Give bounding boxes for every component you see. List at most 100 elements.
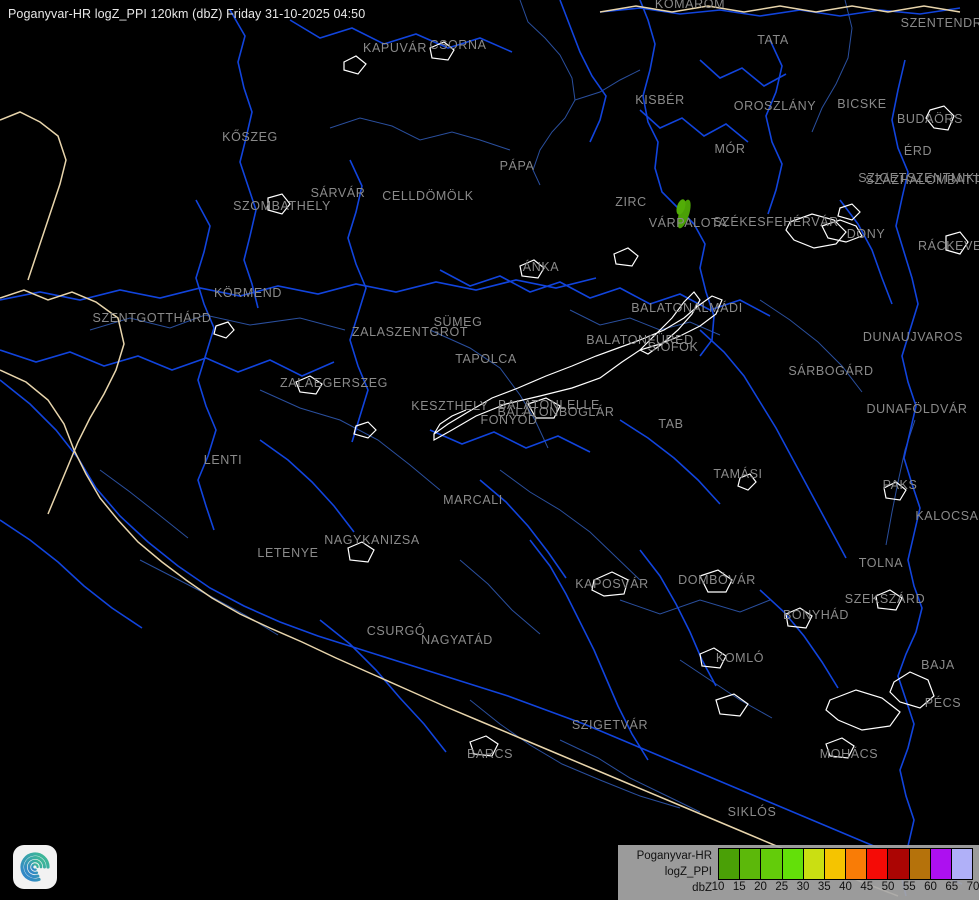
border-layer <box>0 5 961 897</box>
city-label: MARCALI <box>443 493 503 507</box>
city-label: SIKLÓS <box>727 805 777 819</box>
city-label: DOMBÓVÁR <box>678 573 756 587</box>
city-label: SIÓFOK <box>647 340 699 354</box>
legend-tick: 15 <box>732 881 746 893</box>
echo-cell-varpalota <box>677 199 691 229</box>
city-label: SÁRVÁR <box>310 186 366 200</box>
city-label: SZÉKESFEHÉRVÁR <box>713 215 839 229</box>
legend-tick: 45 <box>860 881 874 893</box>
city-label: KESZTHELY <box>411 399 489 413</box>
city-label: BALATONLELLE <box>498 398 600 412</box>
city-label: NAGYKANIZSA <box>324 533 420 547</box>
legend-tick: 50 <box>881 881 895 893</box>
city-label: ZIRC <box>615 195 647 209</box>
color-legend: Poganyvar-HR logZ_PPI dbZ 10 15 20 25 30 35 40… <box>618 845 979 900</box>
city-label: FONYÓD <box>480 413 538 427</box>
city-label: KAPUVÁR <box>363 41 427 55</box>
legend-swatch-15 <box>740 849 762 879</box>
legend-tick-labels: 10 15 20 25 30 35 40 45 50 55 60 65 70 <box>711 881 979 899</box>
city-label: KISBÉR <box>635 93 685 107</box>
legend-swatches <box>718 848 973 880</box>
city-label: BARCS <box>466 747 514 761</box>
legend-tick: 65 <box>945 881 959 893</box>
legend-tick: 40 <box>839 881 852 893</box>
city-label: KAPOSVÁR <box>575 577 649 591</box>
city-label: SZÁZHALOMBATTA <box>865 173 979 187</box>
legend-swatch-45 <box>867 849 889 879</box>
city-label: NAGYATÁD <box>421 633 493 647</box>
city-label: ÁNKA <box>522 260 560 274</box>
city-label: TAPOLCA <box>455 352 517 366</box>
legend-tick: 25 <box>775 881 789 893</box>
legend-swatch-50 <box>888 849 910 879</box>
city-label: TAB <box>658 417 684 431</box>
legend-line-product: logZ_PPI <box>664 866 712 878</box>
city-label: DONY <box>846 227 886 241</box>
city-label: SÜMEG <box>433 315 483 329</box>
city-label: SZEKSZÁRD <box>844 592 926 606</box>
city-label: MOHÁCS <box>819 747 879 761</box>
city-label: SZIGETSZENTMIKLÓS <box>858 171 979 185</box>
legend-line-site: Poganyvar-HR <box>636 850 712 862</box>
legend-swatch-10 <box>719 849 741 879</box>
city-label: TAMÁSI <box>713 467 763 481</box>
city-label: PÉCS <box>924 696 962 710</box>
city-label: MÓR <box>714 142 746 156</box>
city-label: SZENTENDRE <box>900 16 979 30</box>
city-label: BALATONBOGLÁR <box>497 405 615 419</box>
legend-tick: 70 <box>966 881 979 893</box>
legend-caption: Poganyvar-HR logZ_PPI dbZ <box>624 848 712 896</box>
city-label: PÁPA <box>499 159 535 173</box>
city-label: SÁRBOGÁRD <box>788 364 874 378</box>
city-label: BUDAÖRS <box>896 112 964 126</box>
legend-tick: 10 <box>711 881 725 893</box>
city-label: KALOCSA <box>915 509 979 523</box>
city-label: RÁCKEVE <box>918 239 979 253</box>
legend-tick: 30 <box>796 881 810 893</box>
city-label: ZALASZENTGRÓT <box>351 325 469 339</box>
city-label: PAKS <box>882 478 918 492</box>
city-label: SZOMBATHELY <box>233 199 331 213</box>
city-label: KOMÁROM <box>654 0 726 11</box>
city-label: BONYHÁD <box>782 608 850 622</box>
spiral-logo[interactable] <box>13 845 57 889</box>
city-label: LENTI <box>203 453 243 467</box>
city-label: OROSZLÁNY <box>733 99 817 113</box>
legend-swatch-40 <box>846 849 868 879</box>
legend-swatch-65 <box>951 849 973 879</box>
city-label: LETENYE <box>257 546 319 560</box>
page-title: Poganyvar-HR logZ_PPI 120km (dbZ) Friday… <box>8 7 366 21</box>
city-label: SZENTGOTTHÁRD <box>92 311 212 325</box>
legend-swatch-30 <box>803 849 825 879</box>
legend-tick: 55 <box>902 881 916 893</box>
city-label: ÉRD <box>903 144 933 158</box>
city-label: KÖRMEND <box>213 286 283 300</box>
spiral-logo-icon <box>20 852 50 882</box>
legend-swatch-55 <box>909 849 931 879</box>
city-label: DUNAUJVAROS <box>862 330 964 344</box>
legend-swatch-25 <box>782 849 804 879</box>
legend-swatch-60 <box>930 849 952 879</box>
city-label: CSURGÓ <box>366 624 426 638</box>
precipitation-echo-layer <box>676 199 691 229</box>
city-label: KŐSZEG <box>222 130 278 144</box>
legend-tick: 20 <box>754 881 767 893</box>
city-label: CSORNA <box>429 38 487 52</box>
lake-and-settlement-layer <box>213 41 969 759</box>
city-label: DUNAFÖLDVÁR <box>866 402 968 416</box>
city-label: BAJA <box>921 658 955 672</box>
legend-tick: 60 <box>924 881 937 893</box>
city-label: BALATONALMÁDI <box>631 301 743 315</box>
city-label: BALATONFÜRED <box>586 333 694 347</box>
city-label: BICSKE <box>837 97 887 111</box>
city-label: TATA <box>757 33 789 47</box>
city-label: TOLNA <box>858 556 904 570</box>
city-label: CELLDÖMÖLK <box>382 189 474 203</box>
city-label: VÁRPALOTA <box>648 216 728 230</box>
city-label: KOMLÓ <box>715 651 765 665</box>
legend-tick: 35 <box>817 881 831 893</box>
